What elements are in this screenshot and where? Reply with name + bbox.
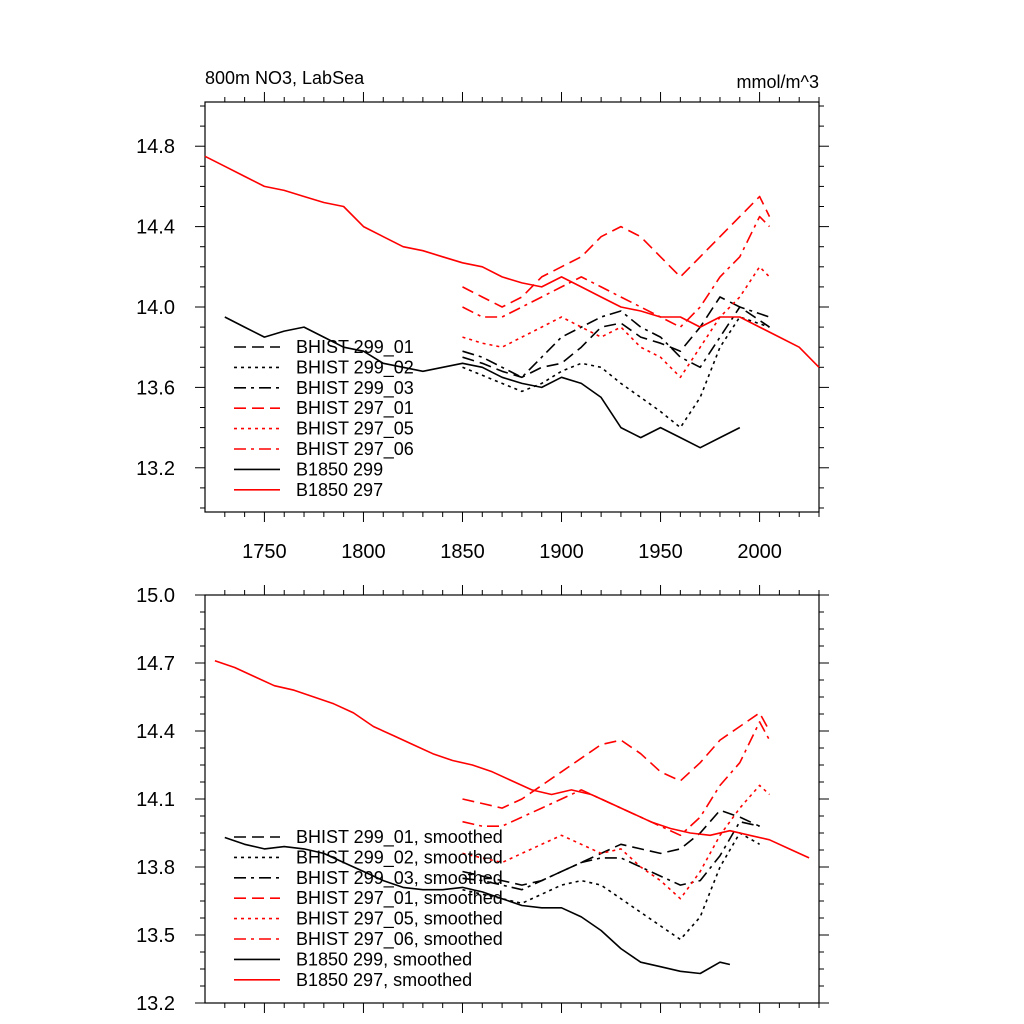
series-line [462,712,771,809]
series-line [224,316,741,449]
y-tick-label: 14.4 [136,721,175,743]
y-tick-label: 14.0 [136,297,175,319]
y-tick-label: 15.0 [136,585,175,607]
legend-label: B1850 299 [296,459,383,479]
series-line [462,265,771,379]
legend-label: BHIST 299_01, smoothed [296,827,503,848]
legend-label: BHIST 297_05, smoothed [296,909,503,930]
series-line [462,832,760,941]
y-tick-label: 13.2 [136,993,175,1015]
legend-label: BHIST 297_05 [296,419,414,440]
legend-label: B1850 297 [296,480,383,500]
series-line [462,784,771,900]
series-line [462,215,771,328]
series-line [462,721,771,837]
series-line [224,836,731,975]
legend-label: BHIST 299_02 [296,357,414,378]
y-tick-label: 13.6 [136,377,175,399]
legend-label: BHIST 297_06, smoothed [296,929,503,950]
units-label: mmol/m^3 [737,72,819,92]
x-tick-label: 1950 [638,541,683,563]
series-line [462,195,771,308]
y-tick-label: 13.2 [136,458,175,480]
legend-label: BHIST 299_03, smoothed [296,868,503,889]
y-tick-label: 14.4 [136,217,175,239]
x-tick-label: 1900 [539,541,584,563]
series-line [462,306,770,379]
legend-label: BHIST 297_06 [296,439,414,460]
series-line [214,659,810,859]
series-line [462,820,760,891]
x-tick-label: 1800 [341,541,386,563]
x-tick-label: 2000 [737,541,782,563]
y-tick-label: 14.7 [136,653,175,675]
y-tick-label: 13.8 [136,857,175,879]
legend-label: BHIST 299_01 [296,337,414,358]
y-tick-label: 14.1 [136,789,175,811]
bottom-chart-panel: 13.2 13.5 13.8 14.1 14.4 14.7 15.0 BHIST 299_01… [136,585,829,1015]
legend-label: BHIST 297_01, smoothed [296,888,503,909]
legend-label: BHIST 299_02, smoothed [296,847,503,868]
chart-title: 800m NO3, LabSea [205,68,365,88]
legend-label: B1850 299, smoothed [296,949,472,969]
legend-label: BHIST 299_03 [296,378,414,399]
series-line [462,316,770,429]
x-tick-label: 1850 [440,541,485,563]
series-line [204,155,820,368]
series-line [462,296,770,379]
legend-label: BHIST 297_01 [296,398,414,419]
legend-label: B1850 297, smoothed [296,970,472,990]
x-tick-label: 1750 [242,541,287,563]
y-tick-label: 13.5 [136,925,175,947]
y-tick-label: 14.8 [136,136,175,158]
top-chart-panel: 800m NO3, LabSea mmol/m^3 1750 1800 1850 19… [136,68,829,563]
series-line [462,809,760,886]
